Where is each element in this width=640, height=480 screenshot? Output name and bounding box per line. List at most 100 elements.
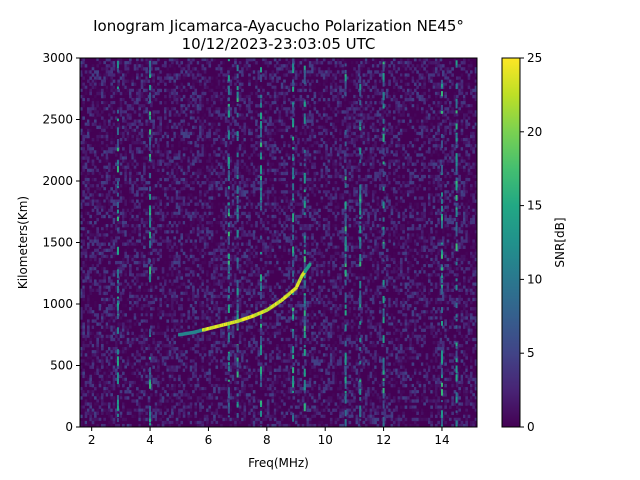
noise-cell [231,417,235,422]
noise-cell [152,408,156,412]
noise-cell [161,85,165,90]
noise-cell [215,165,219,170]
noise-cell [84,383,88,388]
noise-cell [91,150,95,154]
noise-cell [189,417,193,422]
noise-cell [213,107,216,111]
noise-cell [84,264,88,268]
noise-cell [117,325,120,329]
noise-cell [201,331,205,336]
noise-cell [215,85,219,90]
noise-cell [238,174,242,179]
noise-cell [241,67,244,71]
noise-cell [213,177,216,182]
noise-cell [175,267,179,271]
noise-cell [84,359,88,363]
noise-cell [150,91,153,96]
noise-cell [154,408,158,412]
noise-cell [241,211,244,216]
noise-cell [171,353,174,357]
noise-cell [208,273,212,277]
noise-cell [164,187,167,191]
noise-cell [122,239,125,243]
noise-cell [159,79,163,83]
noise-cell [84,362,88,366]
noise-cell [98,193,102,197]
noise-cell [140,307,144,311]
noise-cell [164,294,167,299]
noise-cell [201,147,205,151]
noise-cell [122,211,125,216]
noise-cell [185,147,188,151]
noise-cell [94,414,97,419]
noise-cell [138,337,142,342]
noise-cell [215,347,219,351]
noise-cell [199,202,202,206]
noise-cell [189,340,193,345]
noise-cell [171,187,174,191]
noise-cell [187,297,191,302]
noise-cell [192,405,195,409]
noise-cell [103,242,106,246]
noise-cell [84,399,88,403]
noise-cell [147,88,151,93]
noise-cell [175,420,179,425]
noise-cell [119,365,123,369]
noise-cell [157,190,160,194]
noise-cell [119,184,123,188]
noise-cell [98,82,102,86]
noise-cell [171,356,174,360]
noise-cell [105,423,109,427]
noise-cell [201,399,205,403]
noise-cell [84,353,88,357]
noise-cell [180,97,184,102]
noise-cell [224,88,228,93]
noise-cell [152,356,156,360]
noise-cell [89,356,92,360]
noise-cell [213,414,216,419]
noise-cell [171,260,174,265]
noise-cell [150,288,153,293]
noise-cell [182,242,186,246]
noise-cell [159,125,163,130]
noise-cell [201,347,205,351]
noise-cell [159,137,163,142]
noise-cell [238,113,242,117]
noise-cell [245,347,249,351]
noise-cell [89,144,92,148]
noise-cell [110,362,113,366]
noise-cell [252,187,256,191]
noise-cell [138,202,142,206]
noise-cell [166,417,170,422]
noise-cell [208,113,212,117]
noise-cell [110,325,113,329]
noise-cell [112,420,116,425]
noise-cell [248,325,251,329]
noise-cell [105,307,109,311]
noise-cell [140,304,144,308]
noise-cell [89,267,92,271]
noise-cell [238,350,242,354]
noise-cell [131,79,135,83]
noise-cell [189,270,193,274]
noise-cell [199,73,202,77]
noise-cell [138,156,142,160]
noise-cell [175,85,179,90]
noise-cell [201,205,205,209]
noise-cell [124,64,128,68]
noise-cell [157,350,160,354]
noise-cell [224,79,228,83]
noise-cell [182,313,186,317]
noise-cell [229,184,233,188]
noise-cell [147,168,151,173]
noise-cell [84,70,88,74]
noise-cell [89,131,92,136]
noise-cell [108,214,111,219]
noise-cell [133,316,137,320]
noise-cell [138,233,142,237]
noise-cell [154,202,158,206]
noise-cell [157,362,160,366]
noise-cell [108,408,111,412]
noise-cell [150,374,153,379]
noise-cell [175,300,179,305]
